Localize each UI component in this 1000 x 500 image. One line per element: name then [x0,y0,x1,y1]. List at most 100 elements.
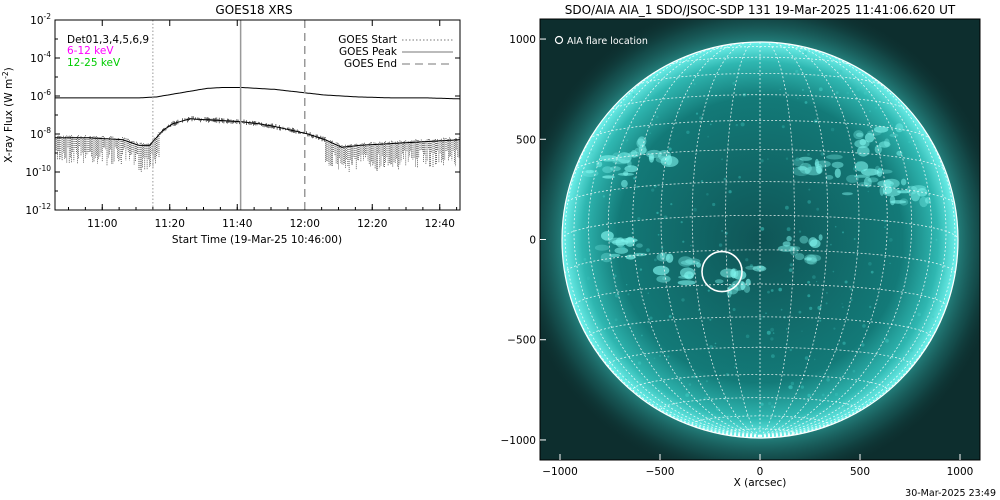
longitude-line [759,42,795,437]
disk-texture [891,186,894,189]
goes-y-tick-label: 10-6 [30,88,51,103]
disk-texture [832,270,835,273]
disk-texture [778,287,782,292]
active-region-blob [889,133,899,138]
render-timestamp: 30-Mar-2025 23:49 [905,488,996,499]
flare-location-circle [701,250,743,293]
active-region-blob [582,169,599,177]
disk-texture [606,115,610,119]
disk-texture [767,158,769,160]
disk-texture [721,230,723,232]
disk-texture [630,107,633,110]
disk-texture [795,157,800,162]
active-region-blob [816,165,822,174]
aia-x-tick-label: 1000 [947,466,974,478]
disk-texture [661,392,665,396]
disk-texture [875,106,877,109]
active-region-blob [859,138,867,146]
active-region-blob [818,234,823,241]
active-region-blob [878,141,891,148]
active-region-blob [883,178,900,189]
disk-texture [830,243,832,246]
disk-texture [867,190,869,193]
disk-texture [830,416,834,420]
disk-texture [668,315,672,318]
active-region-blob [834,168,841,179]
disk-texture [637,217,641,221]
disk-texture [874,147,877,149]
disk-texture [682,240,685,243]
disk-texture [602,195,606,198]
disk-texture [787,385,791,389]
active-region-blob [799,162,812,174]
disk-texture [795,69,799,73]
disk-texture [760,227,765,231]
disk-texture [760,402,764,406]
active-region-blob [831,161,844,169]
disk-texture [830,127,835,132]
disk-texture [869,305,872,309]
disk-texture [636,185,639,188]
active-region-blob [740,281,745,291]
active-region-blob [638,144,647,155]
disk-texture [807,153,810,156]
longitude-line [759,42,829,437]
active-region-blob [879,185,885,196]
goes-x-tick-label: 12:00 [290,218,320,230]
disk-texture [808,188,811,191]
active-region-blob [804,166,823,176]
aia-x-tick-label: 500 [850,466,870,478]
disk-texture [681,298,685,302]
disk-texture [667,355,670,358]
disk-texture [634,153,637,155]
disk-texture [714,342,717,345]
latitude-line [564,181,956,205]
disk-texture [701,383,703,385]
disk-texture [600,307,603,309]
disk-texture [864,98,867,102]
disk-texture [712,202,716,207]
disk-texture [904,279,906,281]
aia-title: SDO/AIA AIA_1 SDO/JSOC-SDP 131 19-Mar-20… [565,3,956,17]
disk-texture [749,264,754,268]
disk-texture [626,141,628,143]
disk-texture [766,330,771,335]
disk-texture [658,354,662,357]
disk-texture [790,381,795,386]
active-region-blob [720,268,736,278]
disk-texture [803,50,808,55]
disk-texture [700,180,704,183]
series-line-6-12kev [55,87,461,100]
disk-texture [728,190,732,194]
goes-xlabel: Start Time (19-Mar-25 10:46:00) [172,234,342,246]
disk-texture [668,147,672,151]
active-region-blob [612,239,629,246]
disk-texture [841,303,843,305]
disk-texture [588,169,590,172]
disk-texture [781,125,785,129]
goes-y-tick-labels: 10-2 10-4 10-6 10-8 10-10 10-12 [25,12,460,217]
active-region-blob [897,190,911,194]
active-region-blob [652,265,670,276]
disk-texture [583,258,587,261]
active-region-blob [602,175,615,179]
aia-y-tick-label: 0 [529,235,536,247]
goes-x-tick-label: 12:40 [425,218,455,230]
disk-texture [654,258,657,262]
goes-y-tick-label: 10-8 [30,126,51,141]
disk-texture [905,336,907,339]
disk-texture [891,123,893,126]
disk-texture [786,328,788,330]
disk-texture [770,327,774,332]
disk-texture [917,312,921,317]
disk-texture [816,207,820,211]
active-region-blob [636,243,643,248]
active-region-blob [665,154,673,166]
disk-texture [767,290,770,294]
disk-texture [613,274,617,278]
disk-texture [785,205,789,210]
active-region-blob [841,192,853,196]
disk-texture [938,191,940,193]
disk-texture [724,231,728,235]
goes-y-tick-label: 10-10 [25,164,51,179]
